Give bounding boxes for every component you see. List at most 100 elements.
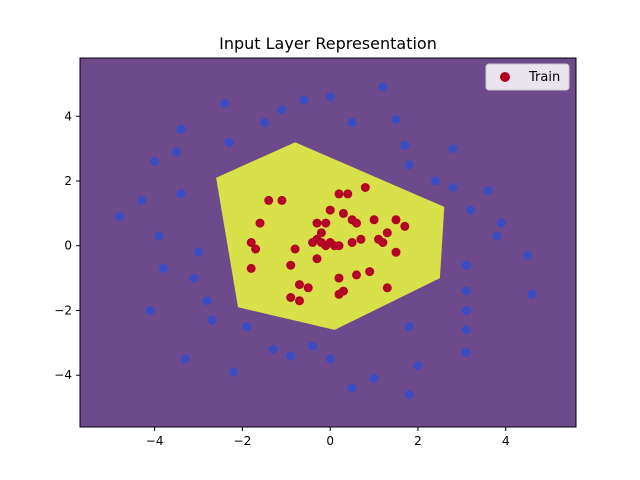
series-point — [229, 367, 239, 377]
train-point — [347, 238, 357, 247]
series-point — [492, 231, 502, 241]
series-point — [242, 322, 252, 332]
train-point — [334, 273, 344, 283]
train-point — [264, 195, 274, 205]
series-point — [154, 231, 164, 241]
train-point — [334, 241, 344, 251]
series-point — [145, 306, 155, 315]
train-point — [352, 218, 361, 228]
series-point — [176, 189, 186, 199]
series-point — [308, 341, 318, 351]
series-point — [496, 218, 506, 228]
train-point — [378, 238, 388, 247]
series-point — [277, 105, 287, 115]
train-point — [365, 267, 375, 277]
series-point — [461, 325, 471, 335]
series-point — [378, 82, 388, 92]
train-point — [334, 189, 344, 199]
train-point — [290, 244, 300, 254]
series-point — [202, 296, 212, 306]
series-point — [461, 260, 471, 270]
series-point — [461, 306, 471, 315]
series-point — [176, 124, 186, 134]
series-point — [325, 92, 335, 102]
series-point — [461, 348, 471, 358]
train-point — [316, 228, 326, 238]
y-tick-label: 2 — [64, 174, 72, 188]
train-point — [303, 283, 313, 293]
train-point — [321, 218, 331, 228]
y-tick-label: 4 — [64, 109, 72, 123]
series-point — [220, 98, 230, 108]
data-points — [115, 82, 537, 400]
legend: Train — [485, 63, 570, 91]
train-point — [334, 289, 344, 299]
train-point — [356, 234, 366, 244]
train-point — [369, 215, 379, 225]
x-tick-label: −4 — [146, 434, 164, 448]
legend-label-train: Train — [528, 70, 560, 85]
series-point — [369, 373, 379, 383]
y-tick-label: 0 — [64, 239, 72, 253]
train-point — [321, 241, 331, 251]
x-tick-label: 2 — [414, 434, 422, 448]
series-point — [448, 144, 458, 154]
series-point — [431, 176, 440, 186]
series-point — [404, 322, 414, 332]
train-point — [295, 296, 304, 306]
series-point — [391, 115, 401, 124]
x-tick-label: −2 — [234, 434, 252, 448]
x-tick-label: 4 — [502, 434, 510, 448]
train-point — [246, 263, 256, 273]
train-point — [325, 205, 335, 215]
train-point — [391, 215, 401, 225]
series-point — [189, 273, 199, 283]
series-point — [224, 137, 234, 147]
train-point — [382, 228, 392, 238]
train-point — [312, 218, 322, 228]
train-point — [312, 254, 322, 264]
series-point — [259, 118, 269, 128]
series-point — [158, 263, 168, 273]
x-axis-ticks: −4 −2 0 2 4 — [146, 427, 510, 448]
train-point — [255, 218, 265, 228]
legend-box — [485, 63, 570, 91]
series-point — [347, 118, 357, 128]
train-point — [277, 195, 287, 205]
series-point — [172, 147, 182, 157]
train-point — [251, 244, 261, 254]
series-point — [325, 354, 335, 364]
series-point — [448, 183, 458, 192]
y-tick-label: −4 — [54, 368, 72, 382]
decision-region — [216, 142, 445, 330]
series-point — [404, 160, 414, 170]
series-point — [413, 361, 423, 370]
series-point — [137, 195, 146, 205]
series-point — [347, 383, 357, 393]
train-point — [352, 270, 361, 280]
series-point — [466, 205, 476, 215]
series-point — [286, 351, 296, 361]
series-point — [400, 140, 410, 150]
y-axis-ticks: −4 −2 0 2 4 — [54, 109, 80, 382]
series-point — [180, 354, 190, 364]
train-point — [286, 260, 296, 270]
train-point — [246, 238, 256, 247]
train-point — [295, 280, 304, 290]
y-tick-label: −2 — [54, 303, 72, 317]
train-point — [343, 189, 353, 199]
series-point — [207, 315, 217, 325]
train-point — [391, 247, 401, 257]
plot-frame — [79, 57, 577, 428]
train-point — [360, 183, 370, 192]
train-point — [286, 293, 296, 302]
chart-title: Input Layer Representation — [219, 34, 437, 53]
train-point — [400, 221, 410, 231]
x-tick-label: 0 — [326, 434, 334, 448]
series-point — [299, 95, 309, 105]
series-point — [404, 390, 414, 400]
train-point — [382, 283, 392, 293]
series-point — [150, 157, 160, 167]
train-point — [338, 208, 348, 218]
